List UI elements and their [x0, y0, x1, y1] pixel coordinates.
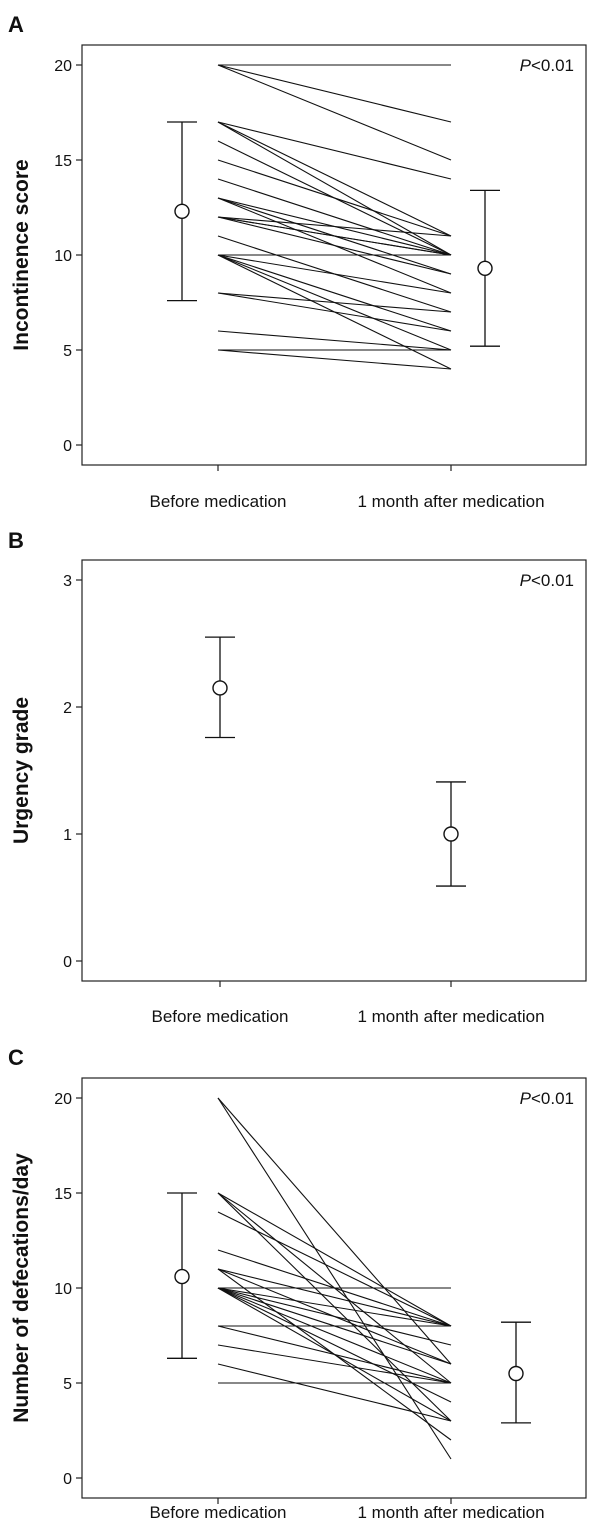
- p-value-symbol: P: [520, 56, 532, 75]
- y-tick-label: 5: [63, 343, 72, 360]
- paired-subject-line: [217, 292, 452, 313]
- y-axis-label: Urgency grade: [10, 697, 33, 844]
- paired-subject-line: [217, 64, 452, 161]
- paired-subject-line: [217, 254, 452, 332]
- y-tick-label: 15: [54, 153, 72, 170]
- y-tick-label: 15: [54, 1186, 72, 1203]
- x-category-label: 1 month after medication: [357, 492, 544, 511]
- paired-subject-line: [217, 64, 452, 123]
- x-category-label: 1 month after medication: [357, 1503, 544, 1522]
- p-value-symbol: P: [520, 571, 532, 590]
- paired-subject-line: [217, 1363, 452, 1422]
- y-tick-label: 10: [54, 1281, 72, 1298]
- paired-subject-line: [217, 1287, 452, 1384]
- chart-panel-c: C 0 5 10 15 20 Before medication 1 month after …: [8, 1045, 587, 1522]
- mean-marker: [477, 260, 493, 276]
- paired-subject-line: [217, 216, 452, 275]
- paired-subject-line: [217, 121, 452, 256]
- paired-subject-line: [217, 1211, 452, 1327]
- paired-subject-line: [217, 1268, 452, 1327]
- paired-subject-line: [217, 1287, 452, 1346]
- paired-subject-line: [217, 1097, 452, 1460]
- x-category-label: Before medication: [149, 1503, 286, 1522]
- p-value-text: <0.01: [531, 571, 574, 590]
- y-tick-label: 3: [63, 573, 72, 590]
- x-category-label: 1 month after medication: [357, 1007, 544, 1026]
- y-axis-label: Number of defecations/day: [10, 1153, 33, 1423]
- y-axis-label: Incontinence score: [10, 159, 33, 350]
- y-tick-label: 2: [63, 700, 72, 717]
- paired-subject-line: [217, 1192, 452, 1327]
- y-tick-label: 10: [54, 248, 72, 265]
- paired-subject-line: [217, 1097, 452, 1365]
- p-value-annotation: P<0.01: [520, 56, 574, 75]
- paired-subject-line: [217, 159, 452, 237]
- x-category-label: Before medication: [151, 1007, 288, 1026]
- p-value-annotation: P<0.01: [520, 571, 574, 590]
- p-value-annotation: P<0.01: [520, 1089, 574, 1108]
- paired-subject-line: [217, 349, 452, 370]
- y-tick-label: 5: [63, 1376, 72, 1393]
- p-value-symbol: P: [520, 1089, 532, 1108]
- mean-marker: [212, 680, 228, 696]
- panel-letter: C: [8, 1045, 24, 1070]
- y-tick-label: 1: [63, 827, 72, 844]
- paired-subject-line: [217, 216, 452, 256]
- paired-subject-line: [217, 1287, 452, 1403]
- mean-marker: [443, 826, 459, 842]
- paired-subject-line: [217, 1344, 452, 1384]
- paired-subject-line: [217, 254, 452, 294]
- p-value-text: <0.01: [531, 56, 574, 75]
- paired-subject-line: [217, 1287, 452, 1327]
- paired-subject-line: [217, 178, 452, 256]
- panel-letter: A: [8, 12, 24, 37]
- y-tick-label: 0: [63, 438, 72, 455]
- mean-marker: [508, 1365, 524, 1382]
- mean-marker: [174, 1268, 190, 1285]
- y-tick-label: 20: [54, 58, 72, 75]
- paired-subject-line: [217, 216, 452, 237]
- paired-subject-line: [217, 121, 452, 237]
- y-tick-label: 20: [54, 1091, 72, 1108]
- panel-letter: B: [8, 528, 24, 553]
- p-value-text: <0.01: [531, 1089, 574, 1108]
- paired-subject-line: [217, 1325, 452, 1384]
- paired-subject-line: [217, 121, 452, 180]
- paired-subject-line: [217, 292, 452, 332]
- paired-subject-line: [217, 330, 452, 351]
- chart-panel-b: B 0 1 2 3 Before medication 1 month after medi…: [8, 528, 587, 1026]
- y-tick-label: 0: [63, 1471, 72, 1488]
- chart-panel-a: A 0 5 10 15 20 Before medication 1 month after …: [8, 12, 587, 511]
- plot-frame: [81, 559, 587, 982]
- y-tick-label: 0: [63, 954, 72, 971]
- mean-marker: [174, 203, 190, 220]
- x-category-label: Before medication: [149, 492, 286, 511]
